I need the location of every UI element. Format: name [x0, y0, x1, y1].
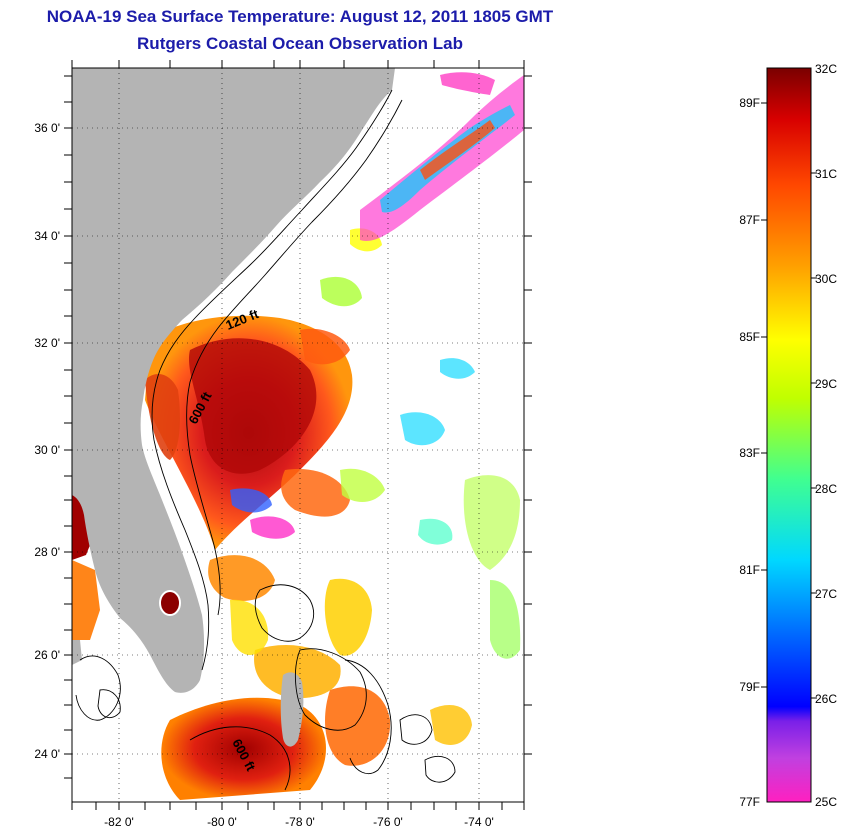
lat-label: 28 0' [34, 545, 60, 559]
lon-label: -74 0' [464, 815, 494, 829]
lon-label: -76 0' [373, 815, 403, 829]
colorbar-f-label: 81F [739, 563, 760, 577]
colorbar-c-label: 27C [815, 587, 837, 601]
lat-label: 24 0' [34, 747, 60, 761]
colorbar-gradient [766, 67, 812, 803]
map-gridlines [72, 68, 524, 802]
colorbar-c-label: 26C [815, 692, 837, 706]
colorbar-c-label: 29C [815, 377, 837, 391]
sst-streak-north [360, 72, 524, 241]
colorbar: 32C 31C 30C 29C 28C 27C 26C 25C 89F 87F … [739, 62, 837, 809]
map-frame [71, 67, 525, 803]
lat-label: 34 0' [34, 229, 60, 243]
lon-label: -82 0' [104, 815, 134, 829]
sst-warm-patches [72, 315, 472, 800]
lat-labels: 36 0' 34 0' 32 0' 30 0' 28 0' 26 0' 24 0… [34, 121, 60, 761]
colorbar-c-label: 28C [815, 482, 837, 496]
lat-label: 26 0' [34, 648, 60, 662]
lat-label: 30 0' [34, 443, 60, 457]
map-subtitle: Rutgers Coastal Ocean Observation Lab [137, 34, 463, 53]
colorbar-f-label: 83F [739, 446, 760, 460]
colorbar-f-label: 85F [739, 330, 760, 344]
colorbar-f-label: 79F [739, 680, 760, 694]
bathymetry-contours [75, 89, 456, 791]
colorbar-c-label: 31C [815, 167, 837, 181]
colorbar-f-label: 89F [739, 96, 760, 110]
land [72, 68, 395, 747]
lat-label: 36 0' [34, 121, 60, 135]
lat-label: 32 0' [34, 336, 60, 350]
lon-labels: -82 0' -80 0' -78 0' -76 0' -74 0' [104, 815, 494, 829]
colorbar-f-label: 87F [739, 213, 760, 227]
colorbar-c-label: 32C [815, 62, 837, 76]
lon-label: -80 0' [207, 815, 237, 829]
colorbar-c-label: 25C [815, 795, 837, 809]
lon-label: -78 0' [285, 815, 315, 829]
map-ticks [64, 60, 532, 810]
colorbar-c-label: 30C [815, 272, 837, 286]
colorbar-f-label: 77F [739, 795, 760, 809]
map-title: NOAA-19 Sea Surface Temperature: August … [46, 7, 554, 26]
lake-okeechobee [159, 590, 181, 616]
